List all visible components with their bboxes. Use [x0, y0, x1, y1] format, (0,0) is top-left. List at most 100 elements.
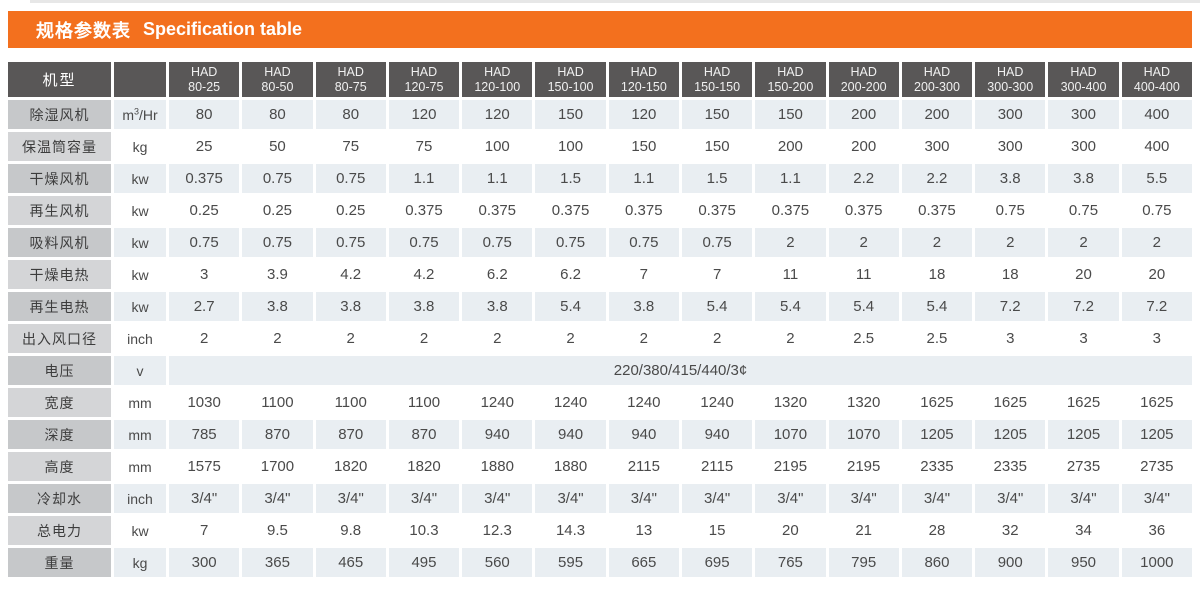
model-header: HAD 200-300	[901, 62, 973, 97]
value-cell: 150	[755, 100, 826, 129]
value-cell: 2	[975, 228, 1046, 257]
value-cell: 14.3	[535, 516, 606, 545]
value-cell: 300	[1048, 100, 1119, 129]
corner-cell-model-type: 机型	[8, 62, 111, 97]
model-header-row: 机型 HAD 80-25 HAD 80-50 HAD 80-75 HAD 120-75 HAD 12…	[8, 62, 1192, 97]
value-cell: 595	[535, 548, 606, 577]
value-cell: 1820	[315, 452, 386, 481]
value-cell: 1625	[901, 388, 973, 417]
value-cell: 2	[901, 228, 973, 257]
value-cell: 1.1	[462, 164, 533, 193]
value-cell: 1100	[242, 388, 313, 417]
unit-cell: kw	[114, 260, 166, 289]
model-header: HAD 400-400	[1121, 62, 1192, 97]
value-cell: 300	[1048, 132, 1119, 161]
value-cell: 7.2	[975, 292, 1046, 321]
value-cell: 400	[1121, 132, 1192, 161]
value-cell: 1880	[535, 452, 606, 481]
unit-cell: mm	[114, 420, 166, 449]
value-cell: 80	[315, 100, 386, 129]
value-cell: 0.75	[242, 228, 313, 257]
value-cell: 18	[975, 260, 1046, 289]
value-cell: 1205	[975, 420, 1046, 449]
value-cell: 495	[388, 548, 460, 577]
table-row: 保温筒容量 kg 25 50 75 75 100 100 150 150 200 200 300 300 3…	[8, 132, 1192, 161]
value-cell: 0.75	[315, 164, 386, 193]
value-cell: 0.375	[462, 196, 533, 225]
value-cell: 2.7	[169, 292, 240, 321]
value-cell: 3/4"	[462, 484, 533, 513]
value-cell: 300	[901, 132, 973, 161]
table-row: 高度 mm 1575 1700 1820 1820 1880 1880 2115 2115 2195…	[8, 452, 1192, 481]
value-cell: 1070	[755, 420, 826, 449]
title-bar: 规格参数表 Specification table	[8, 11, 1192, 48]
value-cell: 1700	[242, 452, 313, 481]
value-cell: 0.75	[608, 228, 679, 257]
value-cell: 2	[388, 324, 460, 353]
value-cell: 1000	[1121, 548, 1192, 577]
value-cell: 20	[755, 516, 826, 545]
value-cell: 2	[535, 324, 606, 353]
value-cell: 870	[315, 420, 386, 449]
value-cell: 150	[535, 100, 606, 129]
row-label: 干燥电热	[8, 260, 111, 289]
unit-cell: mm	[114, 452, 166, 481]
value-cell: 2	[608, 324, 679, 353]
value-cell: 0.75	[242, 164, 313, 193]
value-cell: 3.8	[388, 292, 460, 321]
value-cell: 2335	[975, 452, 1046, 481]
value-cell: 3.9	[242, 260, 313, 289]
row-label: 除湿风机	[8, 100, 111, 129]
table-row: 除湿风机 m3/Hr 80 80 80 120 120 150 120 150 150 200 200 3…	[8, 100, 1192, 129]
table-row: 吸料风机 kw 0.75 0.75 0.75 0.75 0.75 0.75 0.75 0.75 2 2…	[8, 228, 1192, 257]
table-row: 出入风口径 inch 2 2 2 2 2 2 2 2 2 2.5 2.5 3 3 3	[8, 324, 1192, 353]
value-cell: 3/4"	[975, 484, 1046, 513]
model-header: HAD 150-150	[681, 62, 753, 97]
unit-cell: inch	[114, 324, 166, 353]
model-header: HAD 150-200	[755, 62, 826, 97]
value-cell: 3	[1121, 324, 1192, 353]
value-cell: 0.75	[169, 228, 240, 257]
unit-cell: kw	[114, 164, 166, 193]
table-row: 再生电热 kw 2.7 3.8 3.8 3.8 3.8 5.4 3.8 5.4 5.4 5.4 5.4 7…	[8, 292, 1192, 321]
value-cell: 20	[1048, 260, 1119, 289]
value-cell: 2195	[828, 452, 899, 481]
value-cell: 3.8	[975, 164, 1046, 193]
value-cell: 75	[388, 132, 460, 161]
value-cell: 940	[681, 420, 753, 449]
value-cell: 200	[828, 132, 899, 161]
value-cell: 795	[828, 548, 899, 577]
value-cell: 0.25	[315, 196, 386, 225]
value-cell: 400	[1121, 100, 1192, 129]
value-cell: 3/4"	[535, 484, 606, 513]
value-cell: 5.4	[535, 292, 606, 321]
value-cell: 0.375	[828, 196, 899, 225]
value-cell: 5.4	[681, 292, 753, 321]
value-cell: 3/4"	[242, 484, 313, 513]
value-cell: 1.1	[608, 164, 679, 193]
value-cell: 120	[608, 100, 679, 129]
value-cell: 21	[828, 516, 899, 545]
row-label: 吸料风机	[8, 228, 111, 257]
value-cell: 1625	[1121, 388, 1192, 417]
value-cell: 36	[1121, 516, 1192, 545]
merged-value-cell: 220/380/415/440/3¢	[169, 356, 1192, 385]
value-cell: 3/4"	[169, 484, 240, 513]
value-cell: 1.5	[535, 164, 606, 193]
value-cell: 365	[242, 548, 313, 577]
top-edge-strip	[30, 0, 1200, 3]
value-cell: 300	[975, 132, 1046, 161]
value-cell: 950	[1048, 548, 1119, 577]
value-cell: 3/4"	[755, 484, 826, 513]
value-cell: 75	[315, 132, 386, 161]
row-label: 保温筒容量	[8, 132, 111, 161]
unit-cell: kw	[114, 228, 166, 257]
value-cell: 465	[315, 548, 386, 577]
value-cell: 1100	[315, 388, 386, 417]
value-cell: 2195	[755, 452, 826, 481]
value-cell: 10.3	[388, 516, 460, 545]
value-cell: 2115	[681, 452, 753, 481]
value-cell: 3/4"	[388, 484, 460, 513]
value-cell: 1880	[462, 452, 533, 481]
value-cell: 1240	[462, 388, 533, 417]
